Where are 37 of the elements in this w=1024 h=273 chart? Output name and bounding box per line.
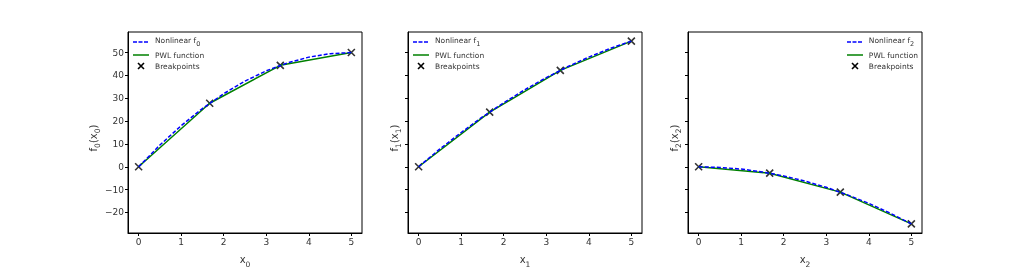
x-tick-label: 3 bbox=[543, 236, 550, 247]
x-tick-label: 0 bbox=[135, 236, 142, 247]
line-series bbox=[137, 51, 353, 168]
point bbox=[556, 66, 565, 75]
point bbox=[694, 162, 703, 172]
x-tick-label: 4 bbox=[585, 236, 592, 247]
x-tick-label: 2 bbox=[780, 236, 787, 247]
point bbox=[347, 48, 356, 57]
point bbox=[907, 219, 916, 229]
y-tick-label: 10 bbox=[112, 138, 125, 149]
y-tick-label: 30 bbox=[112, 93, 125, 104]
y-tick-label: 40 bbox=[112, 70, 125, 81]
x-tick-label: 1 bbox=[178, 236, 185, 247]
x-tick-label: 2 bbox=[500, 236, 507, 247]
x-tick-label: 3 bbox=[263, 236, 270, 247]
point bbox=[765, 168, 774, 178]
x-tick-label: 2 bbox=[220, 236, 227, 247]
point bbox=[276, 61, 285, 70]
x-tick-label: 5 bbox=[908, 236, 915, 247]
point bbox=[627, 36, 636, 46]
x-tick-label: 4 bbox=[305, 236, 312, 247]
point bbox=[205, 98, 214, 108]
point bbox=[414, 162, 423, 172]
x-tick-label: 0 bbox=[415, 236, 422, 247]
y-tick-label: −10 bbox=[105, 184, 125, 195]
y-tick-label: 0 bbox=[118, 161, 125, 172]
x-tick-label: 1 bbox=[738, 236, 745, 247]
x-tick-label: 1 bbox=[458, 236, 465, 247]
point bbox=[836, 187, 845, 197]
y-tick-label: −20 bbox=[105, 207, 125, 218]
x-tick-label: 5 bbox=[628, 236, 635, 247]
x-tick-label: 0 bbox=[695, 236, 702, 247]
y-tick-label: 20 bbox=[112, 116, 125, 127]
y-tick-label: 50 bbox=[112, 47, 125, 58]
x-tick-label: 3 bbox=[823, 236, 830, 247]
x-tick-label: 4 bbox=[865, 236, 872, 247]
x-tick-label: 5 bbox=[348, 236, 355, 247]
